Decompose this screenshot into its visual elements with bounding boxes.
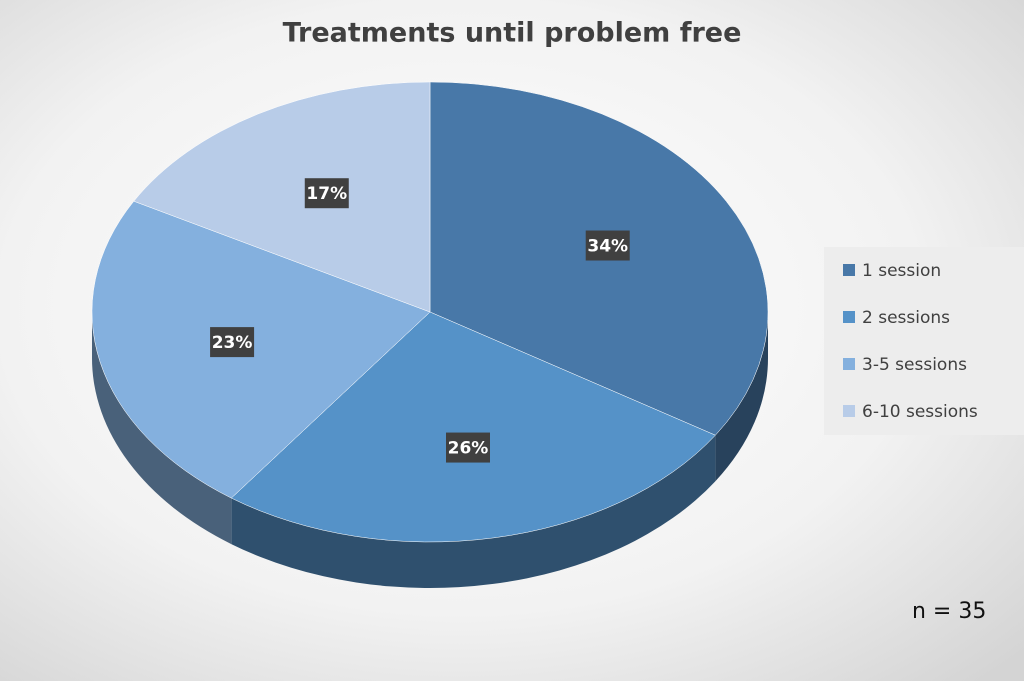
data-label-box xyxy=(585,230,630,261)
slice-side xyxy=(231,435,716,588)
data-label: 34% xyxy=(587,237,628,257)
data-label: 23% xyxy=(212,333,253,353)
slice xyxy=(230,311,716,543)
data-label-box xyxy=(210,327,255,358)
legend-swatch xyxy=(843,264,855,276)
slice-side xyxy=(715,312,768,482)
legend-swatch xyxy=(843,405,855,417)
chart-title: Treatments until problem free xyxy=(283,18,742,49)
slice-side xyxy=(92,312,232,545)
legend-swatch xyxy=(843,311,855,323)
data-label: 17% xyxy=(306,184,347,204)
legend-label: 3-5 sessions xyxy=(862,355,967,375)
legend-label: 1 session xyxy=(862,261,941,281)
data-label: 26% xyxy=(448,439,489,459)
data-label-box xyxy=(446,432,491,463)
slice xyxy=(91,200,431,499)
legend xyxy=(824,247,1024,435)
annotation: n = 35 xyxy=(912,599,986,624)
legend-label: 6-10 sessions xyxy=(862,402,978,422)
slice xyxy=(133,81,431,313)
legend-swatch xyxy=(843,358,855,370)
legend-label: 2 sessions xyxy=(862,308,950,328)
data-label-box xyxy=(304,178,349,209)
